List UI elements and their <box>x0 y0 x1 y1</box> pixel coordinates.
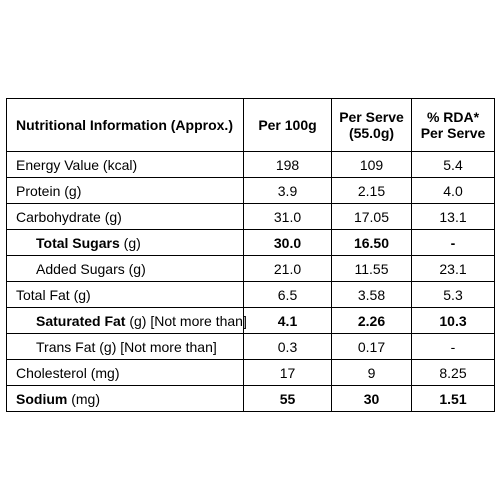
value-per-100g: 198 <box>243 151 332 178</box>
value-per-100g: 17 <box>243 359 332 386</box>
value-per-serve: 0.17 <box>331 333 412 360</box>
nutrient-label: Energy Value (kcal) <box>6 151 244 178</box>
table-row: Energy Value (kcal) 198 109 5.4 <box>6 151 495 178</box>
nutrition-table-container: Nutritional Information (Approx.) Per 10… <box>6 98 495 412</box>
header-rda: % RDA* Per Serve <box>411 98 495 152</box>
value-per-100g: 55 <box>243 385 332 412</box>
header-per-serve: Per Serve (55.0g) <box>331 98 412 152</box>
table-row: Carbohydrate (g) 31.0 17.05 13.1 <box>6 203 495 230</box>
nutrient-label-text: Energy Value (kcal) <box>16 156 138 173</box>
table-row: Protein (g) 3.9 2.15 4.0 <box>6 177 495 204</box>
value-per-serve: 3.58 <box>331 281 412 308</box>
value-rda: 1.51 <box>411 385 495 412</box>
nutrient-label: Total Fat (g) <box>6 281 244 308</box>
value-rda: 4.0 <box>411 177 495 204</box>
table-row: Cholesterol (mg) 17 9 8.25 <box>6 359 495 386</box>
nutrient-label-text: Added Sugars (g) <box>36 260 146 277</box>
value-per-serve: 9 <box>331 359 412 386</box>
value-per-serve: 11.55 <box>331 255 412 282</box>
table-row: Sodium (mg) 55 30 1.51 <box>6 385 495 412</box>
header-rda-line1: % RDA* <box>426 109 480 125</box>
value-per-serve: 2.26 <box>331 307 412 334</box>
header-per-serve-line1: Per Serve <box>339 109 404 125</box>
nutrition-table: Nutritional Information (Approx.) Per 10… <box>6 98 495 412</box>
nutrient-label: Saturated Fat (g) [Not more than] <box>6 307 247 334</box>
nutrient-label: Protein (g) <box>6 177 244 204</box>
nutrient-label: Sodium (mg) <box>6 385 244 412</box>
nutrient-label-text: Cholesterol (mg) <box>16 364 120 381</box>
table-row: Trans Fat (g) [Not more than] 0.3 0.17 - <box>6 333 495 360</box>
header-per-serve-line2: (55.0g) <box>348 125 395 141</box>
value-per-100g: 4.1 <box>243 307 332 334</box>
nutrient-label-text: Trans Fat (g) [Not more than] <box>36 338 217 355</box>
value-rda: 10.3 <box>411 307 495 334</box>
table-row: Saturated Fat (g) [Not more than] 4.1 2.… <box>6 307 495 334</box>
value-rda: - <box>411 333 495 360</box>
nutrient-label: Cholesterol (mg) <box>6 359 244 386</box>
value-per-100g: 31.0 <box>243 203 332 230</box>
value-rda: 13.1 <box>411 203 495 230</box>
value-rda: 23.1 <box>411 255 495 282</box>
nutrient-label-bold: Saturated Fat <box>36 312 126 329</box>
value-per-100g: 3.9 <box>243 177 332 204</box>
table-row: Added Sugars (g) 21.0 11.55 23.1 <box>6 255 495 282</box>
value-per-serve: 17.05 <box>331 203 412 230</box>
value-per-100g: 21.0 <box>243 255 332 282</box>
header-per-100g: Per 100g <box>243 98 332 152</box>
value-per-serve: 2.15 <box>331 177 412 204</box>
nutrient-label-bold: Sodium <box>16 390 68 407</box>
header-row: Nutritional Information (Approx.) Per 10… <box>6 98 495 152</box>
value-per-serve: 109 <box>331 151 412 178</box>
nutrient-label-text: Carbohydrate (g) <box>16 208 122 225</box>
value-per-serve: 30 <box>331 385 412 412</box>
nutrient-label-text: (mg) <box>67 390 101 407</box>
nutrient-label-bold: Total Sugars <box>36 234 120 251</box>
nutrient-label: Trans Fat (g) [Not more than] <box>6 333 244 360</box>
value-rda: 8.25 <box>411 359 495 386</box>
nutrient-label-text: (g) [Not more than] <box>125 312 247 329</box>
value-rda: 5.3 <box>411 281 495 308</box>
table-row: Total Sugars (g) 30.0 16.50 - <box>6 229 495 256</box>
nutrient-label-text: (g) <box>119 234 141 251</box>
value-per-100g: 30.0 <box>243 229 332 256</box>
nutrient-label: Total Sugars (g) <box>6 229 244 256</box>
header-rda-line2: Per Serve <box>420 125 486 141</box>
value-rda: - <box>411 229 495 256</box>
nutrient-label: Carbohydrate (g) <box>6 203 244 230</box>
value-per-100g: 6.5 <box>243 281 332 308</box>
value-per-100g: 0.3 <box>243 333 332 360</box>
nutrient-label-text: Total Fat (g) <box>16 286 91 303</box>
nutrient-label-text: Protein (g) <box>16 182 82 199</box>
value-rda: 5.4 <box>411 151 495 178</box>
table-row: Total Fat (g) 6.5 3.58 5.3 <box>6 281 495 308</box>
value-per-serve: 16.50 <box>331 229 412 256</box>
nutrient-label: Added Sugars (g) <box>6 255 244 282</box>
header-nutrient: Nutritional Information (Approx.) <box>6 98 244 152</box>
